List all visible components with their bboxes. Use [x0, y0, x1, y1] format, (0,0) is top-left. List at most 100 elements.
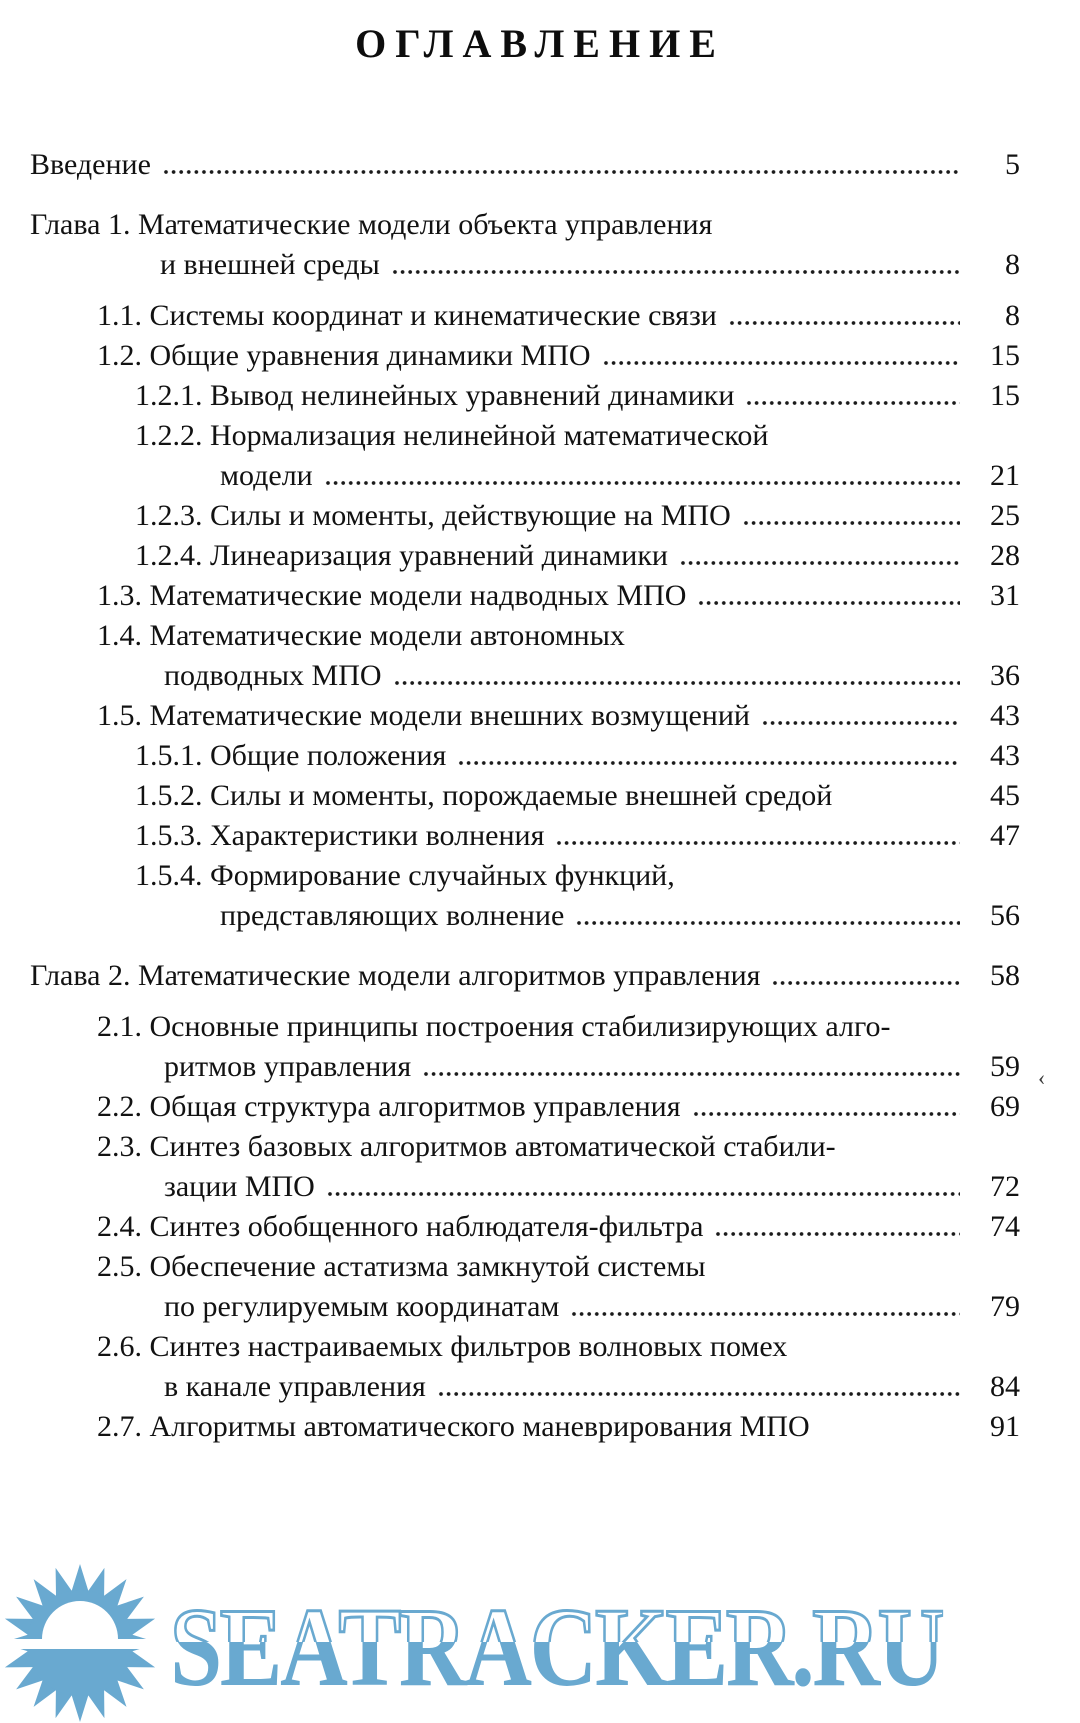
toc-entry-text: 1.2.4. Линеаризация уравнений динамики: [135, 539, 668, 572]
toc-entry-text: по регулируемым координатам: [164, 1290, 560, 1323]
toc-row: 1.2.2. Нормализация нелинейной математич…: [0, 416, 1080, 456]
toc-row: 1.5.3. Характеристики волнения 47: [0, 816, 1080, 856]
toc-entry-text: 2.2. Общая структура алгоритмов управлен…: [97, 1090, 681, 1123]
sun-logo-icon: [0, 1564, 160, 1722]
toc-row: 1.1. Системы координат и кинематические …: [0, 296, 1080, 336]
toc-page-number: 5: [1005, 148, 1020, 181]
toc-page-number: 45: [990, 779, 1020, 812]
toc-row: 1.3. Математические модели надводных МПО…: [0, 576, 1080, 616]
toc-entry-text: представляющих волнение: [220, 899, 565, 932]
toc-page-number: 69: [990, 1090, 1020, 1123]
toc-row: 1.2. Общие уравнения динамики МПО 15: [0, 336, 1080, 376]
toc-page-number: 74: [990, 1210, 1020, 1243]
watermark-text: SEATRACKER.RU SEATRACKER.RU: [170, 1592, 1080, 1704]
toc-page-number: 72: [990, 1170, 1020, 1203]
toc-entry-text: 2.7. Алгоритмы автоматического маневриро…: [97, 1410, 810, 1443]
toc-entry-text: 1.1. Системы координат и кинематические …: [97, 299, 717, 332]
dot-leader: [772, 977, 960, 989]
toc-page-number: 21: [990, 459, 1020, 492]
toc-row: в канале управления 84: [0, 1367, 1080, 1407]
toc-page-number: 56: [990, 899, 1020, 932]
toc-entry-text: 1.5.1. Общие положения: [135, 739, 447, 772]
toc-entry-text: 1.2.1. Вывод нелинейных уравнений динами…: [135, 379, 735, 412]
toc-page-number: 43: [990, 739, 1020, 772]
toc-entry-text: в канале управления: [164, 1370, 426, 1403]
toc-row: ритмов управления 59: [0, 1047, 1080, 1087]
toc-entry-text: 1.5.2. Силы и моменты, порождаемые внешн…: [135, 779, 833, 812]
toc-page-number: 79: [990, 1290, 1020, 1323]
toc-page-number: 15: [990, 339, 1020, 372]
toc-row: 1.5. Математические модели внешних возму…: [0, 696, 1080, 736]
dot-leader: [844, 797, 960, 809]
dot-leader: [326, 1188, 960, 1200]
toc-row: 2.1. Основные принципы построения стабил…: [0, 1007, 1080, 1047]
dot-leader: [458, 757, 960, 769]
toc-row: Введение 5: [0, 145, 1080, 185]
toc-row: 1.5.1. Общие положения 43: [0, 736, 1080, 776]
toc-row: и внешней среды 8: [0, 245, 1080, 285]
page-title: ОГЛАВЛЕНИЕ: [355, 21, 725, 66]
toc-row: подводных МПО 36: [0, 656, 1080, 696]
toc-entry-text: 2.1. Основные принципы построения стабил…: [97, 1010, 891, 1043]
toc-entry-text: 1.2.3. Силы и моменты, действующие на МП…: [135, 499, 731, 532]
toc-entry-text: Введение: [30, 148, 151, 181]
table-of-contents: Введение 5 Глава 1. Математические модел…: [0, 145, 1080, 1447]
toc-row: зации МПО 72: [0, 1167, 1080, 1207]
toc-page-number: 84: [990, 1370, 1020, 1403]
dot-leader: [822, 1428, 960, 1440]
toc-page-number: 31: [990, 579, 1020, 612]
toc-entry-text: 2.5. Обеспечение астатизма замкнутой сис…: [97, 1250, 706, 1283]
toc-entry-text: 1.5.3. Характеристики волнения: [135, 819, 545, 852]
dot-leader: [679, 557, 960, 569]
toc-row: 2.2. Общая структура алгоритмов управлен…: [0, 1087, 1080, 1127]
dot-leader: [746, 397, 960, 409]
dot-leader: [391, 266, 960, 278]
watermark-text-bottom: SEATRACKER.RU: [170, 1586, 944, 1710]
dot-leader: [742, 517, 960, 529]
dot-leader: [602, 357, 960, 369]
toc-row: 2.6. Синтез настраиваемых фильтров волно…: [0, 1327, 1080, 1367]
toc-page-number: 47: [990, 819, 1020, 852]
dot-leader: [393, 677, 960, 689]
toc-row: 1.2.4. Линеаризация уравнений динамики 2…: [0, 536, 1080, 576]
toc-row: 1.2.1. Вывод нелинейных уравнений динами…: [0, 376, 1080, 416]
dot-leader: [423, 1068, 960, 1080]
toc-page-number: 58: [990, 959, 1020, 992]
toc-entry-text: и внешней среды: [160, 248, 380, 281]
toc-entry-text: 1.2. Общие уравнения динамики МПО: [97, 339, 591, 372]
toc-entry-text: зации МПО: [164, 1170, 315, 1203]
dot-leader: [698, 597, 960, 609]
toc-row: представляющих волнение 56: [0, 896, 1080, 936]
toc-row: 1.4. Математические модели автономных: [0, 616, 1080, 656]
toc-entry-text: 1.5. Математические модели внешних возму…: [97, 699, 750, 732]
toc-entry-text: 2.6. Синтез настраиваемых фильтров волно…: [97, 1330, 788, 1363]
dot-leader: [437, 1388, 960, 1400]
toc-page-number: 25: [990, 499, 1020, 532]
toc-entry-text: 2.3. Синтез базовых алгоритмов автоматич…: [97, 1130, 836, 1163]
toc-entry-text: модели: [220, 459, 313, 492]
toc-entry-text: 1.4. Математические модели автономных: [97, 619, 625, 652]
toc-page-number: 43: [990, 699, 1020, 732]
dot-leader: [324, 477, 960, 489]
toc-row: Глава 2. Математические модели алгоритмо…: [0, 956, 1080, 996]
toc-row: по регулируемым координатам 79: [0, 1287, 1080, 1327]
toc-entry-text: 1.2.2. Нормализация нелинейной математич…: [135, 419, 769, 452]
watermark-text-top: SEATRACKER.RU: [170, 1586, 944, 1710]
toc-row: 2.7. Алгоритмы автоматического маневриро…: [0, 1407, 1080, 1447]
scan-speck: ‹: [1038, 1065, 1046, 1090]
toc-row: модели 21: [0, 456, 1080, 496]
toc-page-number: 28: [990, 539, 1020, 572]
toc-entry-text: 2.4. Синтез обобщенного наблюдателя-филь…: [97, 1210, 704, 1243]
toc-row: 2.5. Обеспечение астатизма замкнутой сис…: [0, 1247, 1080, 1287]
toc-entry-text: 1.5.4. Формирование случайных функций,: [135, 859, 675, 892]
toc-row: 2.4. Синтез обобщенного наблюдателя-филь…: [0, 1207, 1080, 1247]
dot-leader: [571, 1308, 960, 1320]
toc-entry-text: Глава 2. Математические модели алгоритмо…: [30, 959, 761, 992]
toc-page-number: 8: [1005, 299, 1020, 332]
toc-row: 2.3. Синтез базовых алгоритмов автоматич…: [0, 1127, 1080, 1167]
dot-leader: [162, 166, 960, 178]
dot-leader: [556, 837, 960, 849]
toc-page-number: 59: [990, 1050, 1020, 1083]
toc-row: Глава 1. Математические модели объекта у…: [0, 205, 1080, 245]
toc-entry-text: ритмов управления: [164, 1050, 412, 1083]
